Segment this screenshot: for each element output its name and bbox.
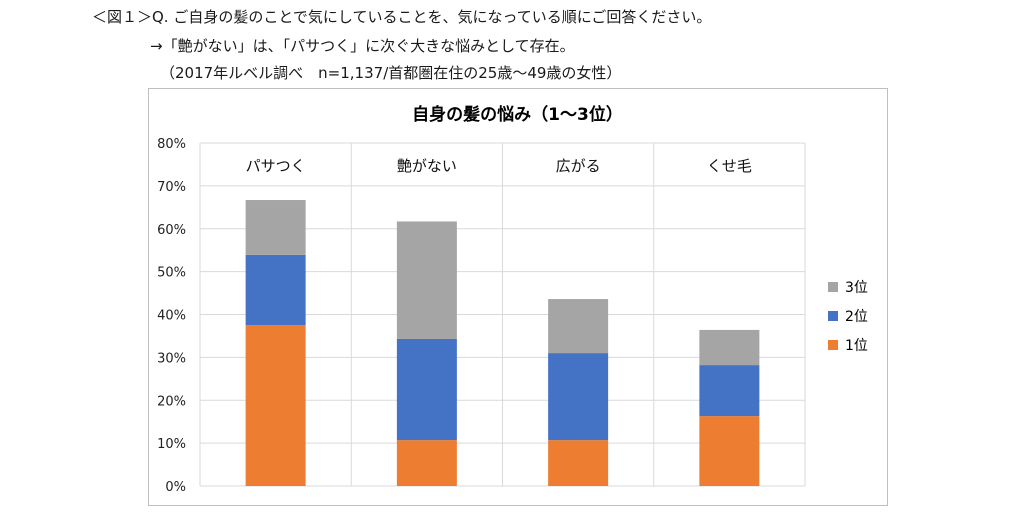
category-label: くせ毛 [707,157,752,175]
category-label: 艶がない [397,157,457,175]
bar-segment [699,365,760,417]
bar-segment [396,338,457,441]
legend-item: 3位 [828,277,868,297]
bar-segment [396,440,457,486]
legend-item: 2位 [828,306,868,326]
y-tick-label: 0% [165,480,186,495]
legend-swatch [828,282,838,292]
bar-segment [245,200,306,255]
bar-segment [699,416,760,486]
header-question: ＜図１＞Q. ご自身の髪のことで気にしていることを、気になっている順にご回答くだ… [92,8,712,26]
category-label: パサつく [246,157,306,175]
category-label: 広がる [556,157,601,175]
legend-swatch [828,311,838,321]
y-tick-label: 20% [157,394,186,409]
header-source: （2017年ルベル調べ n=1,137/首都圏在住の25歳～49歳の女性） [160,64,622,82]
bar-segment [245,254,306,326]
legend-label: 1位 [845,338,868,354]
bar-segment [699,329,760,366]
legend-swatch [828,340,838,350]
bar-segment [548,353,609,441]
y-tick-label: 40% [157,309,186,324]
header-finding: →「艶がない」は、「パサつく」に次ぐ大きな悩みとして存在。 [150,37,575,55]
bar-segment [245,325,306,486]
y-tick-label: 10% [157,437,186,452]
legend-label: 2位 [845,309,868,325]
bar-segment [396,221,457,339]
legend-item: 1位 [828,335,868,355]
y-tick-label: 50% [157,266,186,281]
chart-title: 自身の髪の悩み（1～3位） [412,104,623,125]
bar-segment [548,299,609,354]
y-tick-label: 70% [157,180,186,195]
y-tick-label: 80% [157,137,186,152]
y-tick-label: 30% [157,351,186,366]
bar-segment [548,440,609,486]
y-tick-label: 60% [157,223,186,238]
legend-label: 3位 [845,280,868,296]
